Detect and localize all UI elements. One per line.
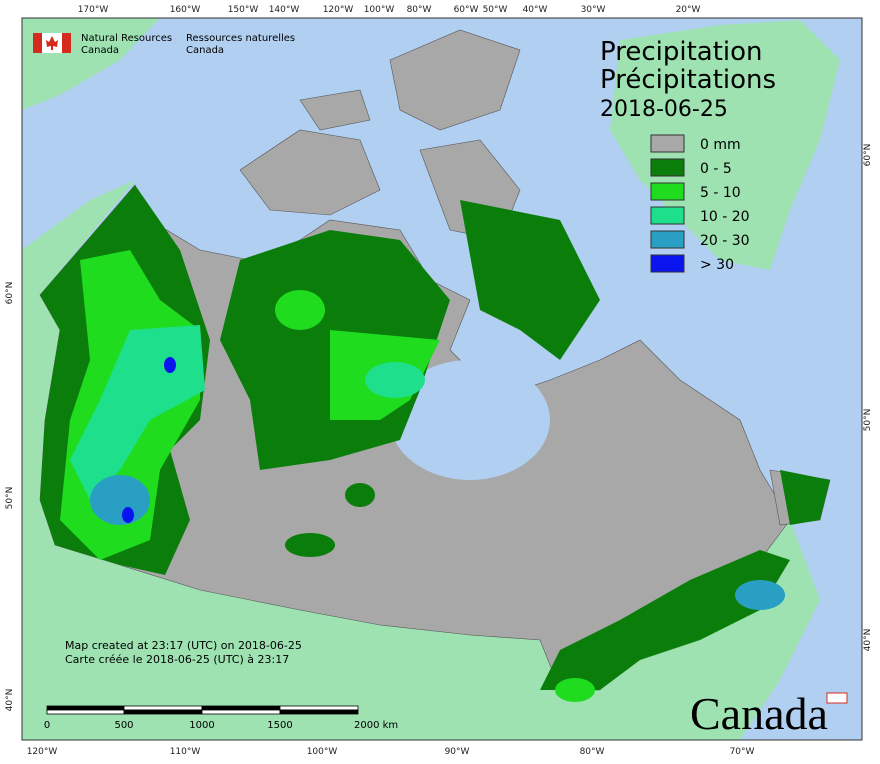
legend-swatch <box>650 182 685 201</box>
graticule-label: 60°W <box>454 5 479 15</box>
maritime-high <box>735 580 785 610</box>
graticule-label: 70°W <box>730 747 755 757</box>
flag-bar <box>62 33 71 53</box>
date: 2018-06-25 <box>600 97 728 122</box>
legend-label: 0 - 5 <box>700 161 732 177</box>
spot <box>122 507 134 523</box>
graticule-label: 80°W <box>580 747 605 757</box>
graticule-label: 20°W <box>676 5 701 15</box>
graticule-label: 100°W <box>364 5 395 15</box>
scale-label: 1000 <box>189 720 214 731</box>
legend-label: > 30 <box>700 257 734 273</box>
newfoundland <box>780 470 830 525</box>
graticule-label: 100°W <box>307 747 338 757</box>
graticule-label: 60°N <box>5 282 15 305</box>
legend-label: 10 - 20 <box>700 209 750 225</box>
wordmark-flag <box>826 692 848 704</box>
wordmark: Canada <box>690 688 828 739</box>
scale-label: 0 <box>44 720 50 731</box>
legend-swatch <box>650 230 685 249</box>
agency-fr: Ressources naturelles <box>186 33 295 44</box>
graticule-label: 40°N <box>863 629 873 652</box>
graticule-label: 90°W <box>445 747 470 757</box>
north-east <box>460 200 600 360</box>
graticule-label: 40°W <box>523 5 548 15</box>
graticule-label: 120°W <box>27 747 58 757</box>
maple-leaf <box>46 36 58 50</box>
precip-areas <box>40 185 830 702</box>
agency-en: Canada <box>81 45 119 56</box>
ontario-light <box>555 678 595 702</box>
frame <box>21 17 863 741</box>
credit: Carte créée le 2018-06-25 (UTC) à 23:17 <box>65 653 289 666</box>
scale-label: 2000 km <box>354 720 398 731</box>
legend-swatch <box>650 134 685 153</box>
flag-bar <box>33 33 42 53</box>
spot <box>164 357 176 373</box>
graticule-label: 170°W <box>78 5 109 15</box>
legend-swatch <box>650 158 685 177</box>
central-light <box>275 290 325 330</box>
scale-segment <box>123 705 203 711</box>
logo: Natural Resources Canada Ressources natu… <box>33 33 295 56</box>
central-mid <box>365 362 425 398</box>
patch <box>285 533 335 557</box>
graticule-label: 50°W <box>483 5 508 15</box>
legend-label: 5 - 10 <box>700 185 741 201</box>
hudson-bay <box>390 360 550 480</box>
agency-fr: Canada <box>186 45 224 56</box>
graticule-labels: 170°W 160°W 150°W 140°W 120°W 100°W 80°W 60°W 50… <box>5 5 873 757</box>
east-zone <box>540 550 790 690</box>
graticule-label: 80°W <box>407 5 432 15</box>
title: Précipitations <box>600 65 776 95</box>
scale-segment <box>201 705 281 711</box>
agency-en: Natural Resources <box>81 33 172 44</box>
other-land <box>22 180 820 740</box>
graticule-label: 50°N <box>5 487 15 510</box>
title: Precipitation <box>600 37 763 67</box>
patch <box>345 483 375 507</box>
graticule-label: 160°W <box>170 5 201 15</box>
scale-label: 1500 <box>267 720 292 731</box>
graticule-label: 110°W <box>170 747 201 757</box>
scale-segment <box>46 705 125 711</box>
scale-label: 500 <box>114 720 133 731</box>
legend-swatch <box>650 206 685 225</box>
scale-segment <box>201 709 281 715</box>
scale-bar: 0 500 1000 1500 2000 km <box>44 705 398 731</box>
graticule-label: 140°W <box>269 5 300 15</box>
west-high <box>90 475 150 525</box>
graticule-label: 60°N <box>863 144 873 167</box>
graticule-label: 50°N <box>863 409 873 432</box>
scale-segment <box>279 705 359 711</box>
graticule-label: 40°N <box>5 689 15 712</box>
legend-swatch <box>650 254 685 273</box>
scale-segment <box>279 709 359 715</box>
graticule-label: 30°W <box>581 5 606 15</box>
scale-segment <box>46 709 125 715</box>
legend-label: 0 mm <box>700 137 741 153</box>
legend-label: 20 - 30 <box>700 233 750 249</box>
credit: Map created at 23:17 (UTC) on 2018-06-25 <box>65 639 302 652</box>
graticule-label: 150°W <box>228 5 259 15</box>
legend: 0 mm 0 - 5 5 - 10 10 - 20 20 - 30 > 30 <box>650 134 750 273</box>
graticule-label: 120°W <box>323 5 354 15</box>
scale-segment <box>123 709 203 715</box>
